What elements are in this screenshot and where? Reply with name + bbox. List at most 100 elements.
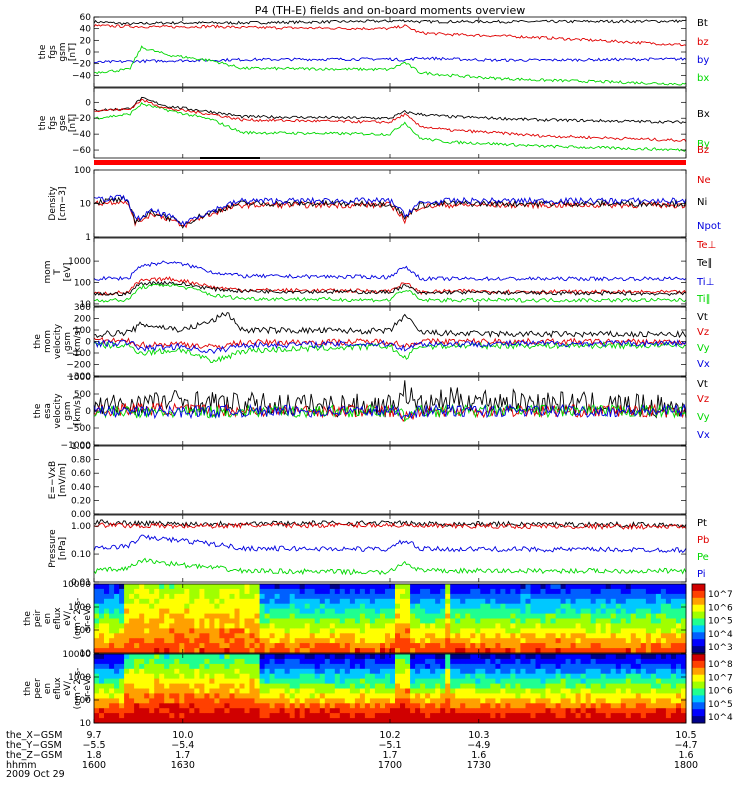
peir-en-eflux-cell [244,648,250,654]
peir-en-eflux-cell [254,638,260,644]
peer-en-eflux-cell [339,703,346,709]
peer-en-eflux-cell [114,658,120,665]
peer-en-eflux-cell [430,703,436,709]
peer-en-eflux-cell [500,654,506,660]
peer-en-eflux-cell [430,668,436,675]
peer-en-eflux-cell [655,718,662,724]
peir-en-eflux-cell [635,584,642,590]
peir-en-eflux-cell [219,613,225,619]
peer-en-eflux-colorbar-step [692,674,705,683]
peir-en-eflux-cell [590,603,597,610]
peer-en-eflux-cell [620,698,627,704]
peer-en-eflux-cell [645,663,652,670]
peer-en-eflux-cell [565,683,572,689]
peir-en-eflux-cell [214,633,220,639]
peir-en-eflux-cell [450,628,456,634]
peir-en-eflux-cell [269,584,276,590]
peir-en-eflux-cell [129,628,135,634]
peir-en-eflux-cell [480,593,486,600]
peer-en-eflux-cell [209,713,215,719]
peir-en-eflux-cell [304,628,311,634]
peer-en-eflux-cell [269,654,276,660]
peir-en-eflux-cell [410,628,416,634]
peer-en-eflux-cell [640,713,647,719]
peir-en-eflux-cell [480,613,486,619]
peir-en-eflux-cell [289,593,296,600]
peer-en-eflux-cell [374,708,381,714]
peer-en-eflux-cell [470,688,476,694]
peir-en-eflux-cell [324,613,331,619]
peir-en-eflux-cell [344,618,351,624]
peer-en-eflux-cell [289,663,296,670]
peer-en-eflux-cell [134,683,140,689]
peir-en-eflux-cell [199,618,205,624]
peer-en-eflux-cell [134,708,140,714]
peer-en-eflux-cell [134,693,140,699]
peer-en-eflux-cell [425,683,431,689]
peir-en-eflux-cell [149,588,155,595]
peer-en-eflux-cell [570,683,577,689]
peer-en-eflux-cell [490,698,496,704]
peer-en-eflux-cell [630,663,637,670]
peer-en-eflux-cell [535,673,541,680]
peir-en-eflux-cell [299,628,306,634]
peir-en-eflux-cell [299,603,306,610]
peir-en-eflux-cell [530,633,536,639]
esa-velocity-ylabel-line: esa [43,403,53,419]
peer-en-eflux-cell [410,658,416,665]
peir-en-eflux-cell [229,628,235,634]
peir-en-eflux-cell [390,648,396,654]
peer-en-eflux-cell [650,713,657,719]
peer-en-eflux-cell [450,693,456,699]
peir-en-eflux-cell [329,598,336,605]
peer-en-eflux-cell [359,703,366,709]
peir-en-eflux-cell [550,623,556,629]
peir-en-eflux-cell [369,584,376,590]
peir-en-eflux-cell [385,648,391,654]
peer-en-eflux-cell [665,673,672,680]
peer-en-eflux-cell [354,668,361,675]
peir-en-eflux-cell [540,618,546,624]
peer-en-eflux-cell [239,703,245,709]
peer-en-eflux-cell [385,658,391,665]
peir-en-eflux-cell [410,638,416,644]
peer-en-eflux-cell [289,683,296,689]
peer-en-eflux-cell [339,698,346,704]
mom-temp-ylabel-line: [eV] [63,263,73,282]
peer-en-eflux-cell [164,683,170,689]
peer-en-eflux-cell [640,668,647,675]
peer-en-eflux-cell [575,708,582,714]
peer-en-eflux-cell [630,688,637,694]
peer-en-eflux-cell [129,688,135,694]
peir-en-eflux-cell [159,643,165,649]
peir-en-eflux-cell [665,628,672,634]
peer-en-eflux-cell [615,693,622,699]
peir-en-eflux-cell [585,618,592,624]
peer-en-eflux-cell [174,673,180,680]
peir-en-eflux-cell [329,648,336,654]
ephemeris-value: 1700 [378,760,402,771]
peer-en-eflux-cell [670,678,677,684]
peer-en-eflux-cell [385,718,391,724]
peir-en-eflux-cell [635,588,642,595]
peir-en-eflux-cell [640,643,647,649]
peir-en-eflux-cell [114,613,120,619]
peer-en-eflux-cell [515,698,521,704]
peer-en-eflux-cell [425,713,431,719]
peer-en-eflux-cell [520,688,526,694]
peer-en-eflux-cell [319,698,326,704]
peir-en-eflux-cell [635,598,642,605]
peir-en-eflux-cell [224,643,230,649]
peir-en-eflux-cell [400,648,406,654]
peer-en-eflux-cell [139,668,145,675]
peir-en-eflux-cell [339,603,346,610]
peir-en-eflux-cell [284,584,291,590]
peir-en-eflux-cell [530,648,536,654]
peer-en-eflux-cell [670,708,677,714]
peer-en-eflux-cell [650,678,657,684]
peer-en-eflux-cell [655,654,662,660]
peir-en-eflux-cell [139,613,145,619]
peer-en-eflux-cell [244,688,250,694]
peir-en-eflux-cell [415,608,421,614]
peer-en-eflux-cell [455,678,461,684]
